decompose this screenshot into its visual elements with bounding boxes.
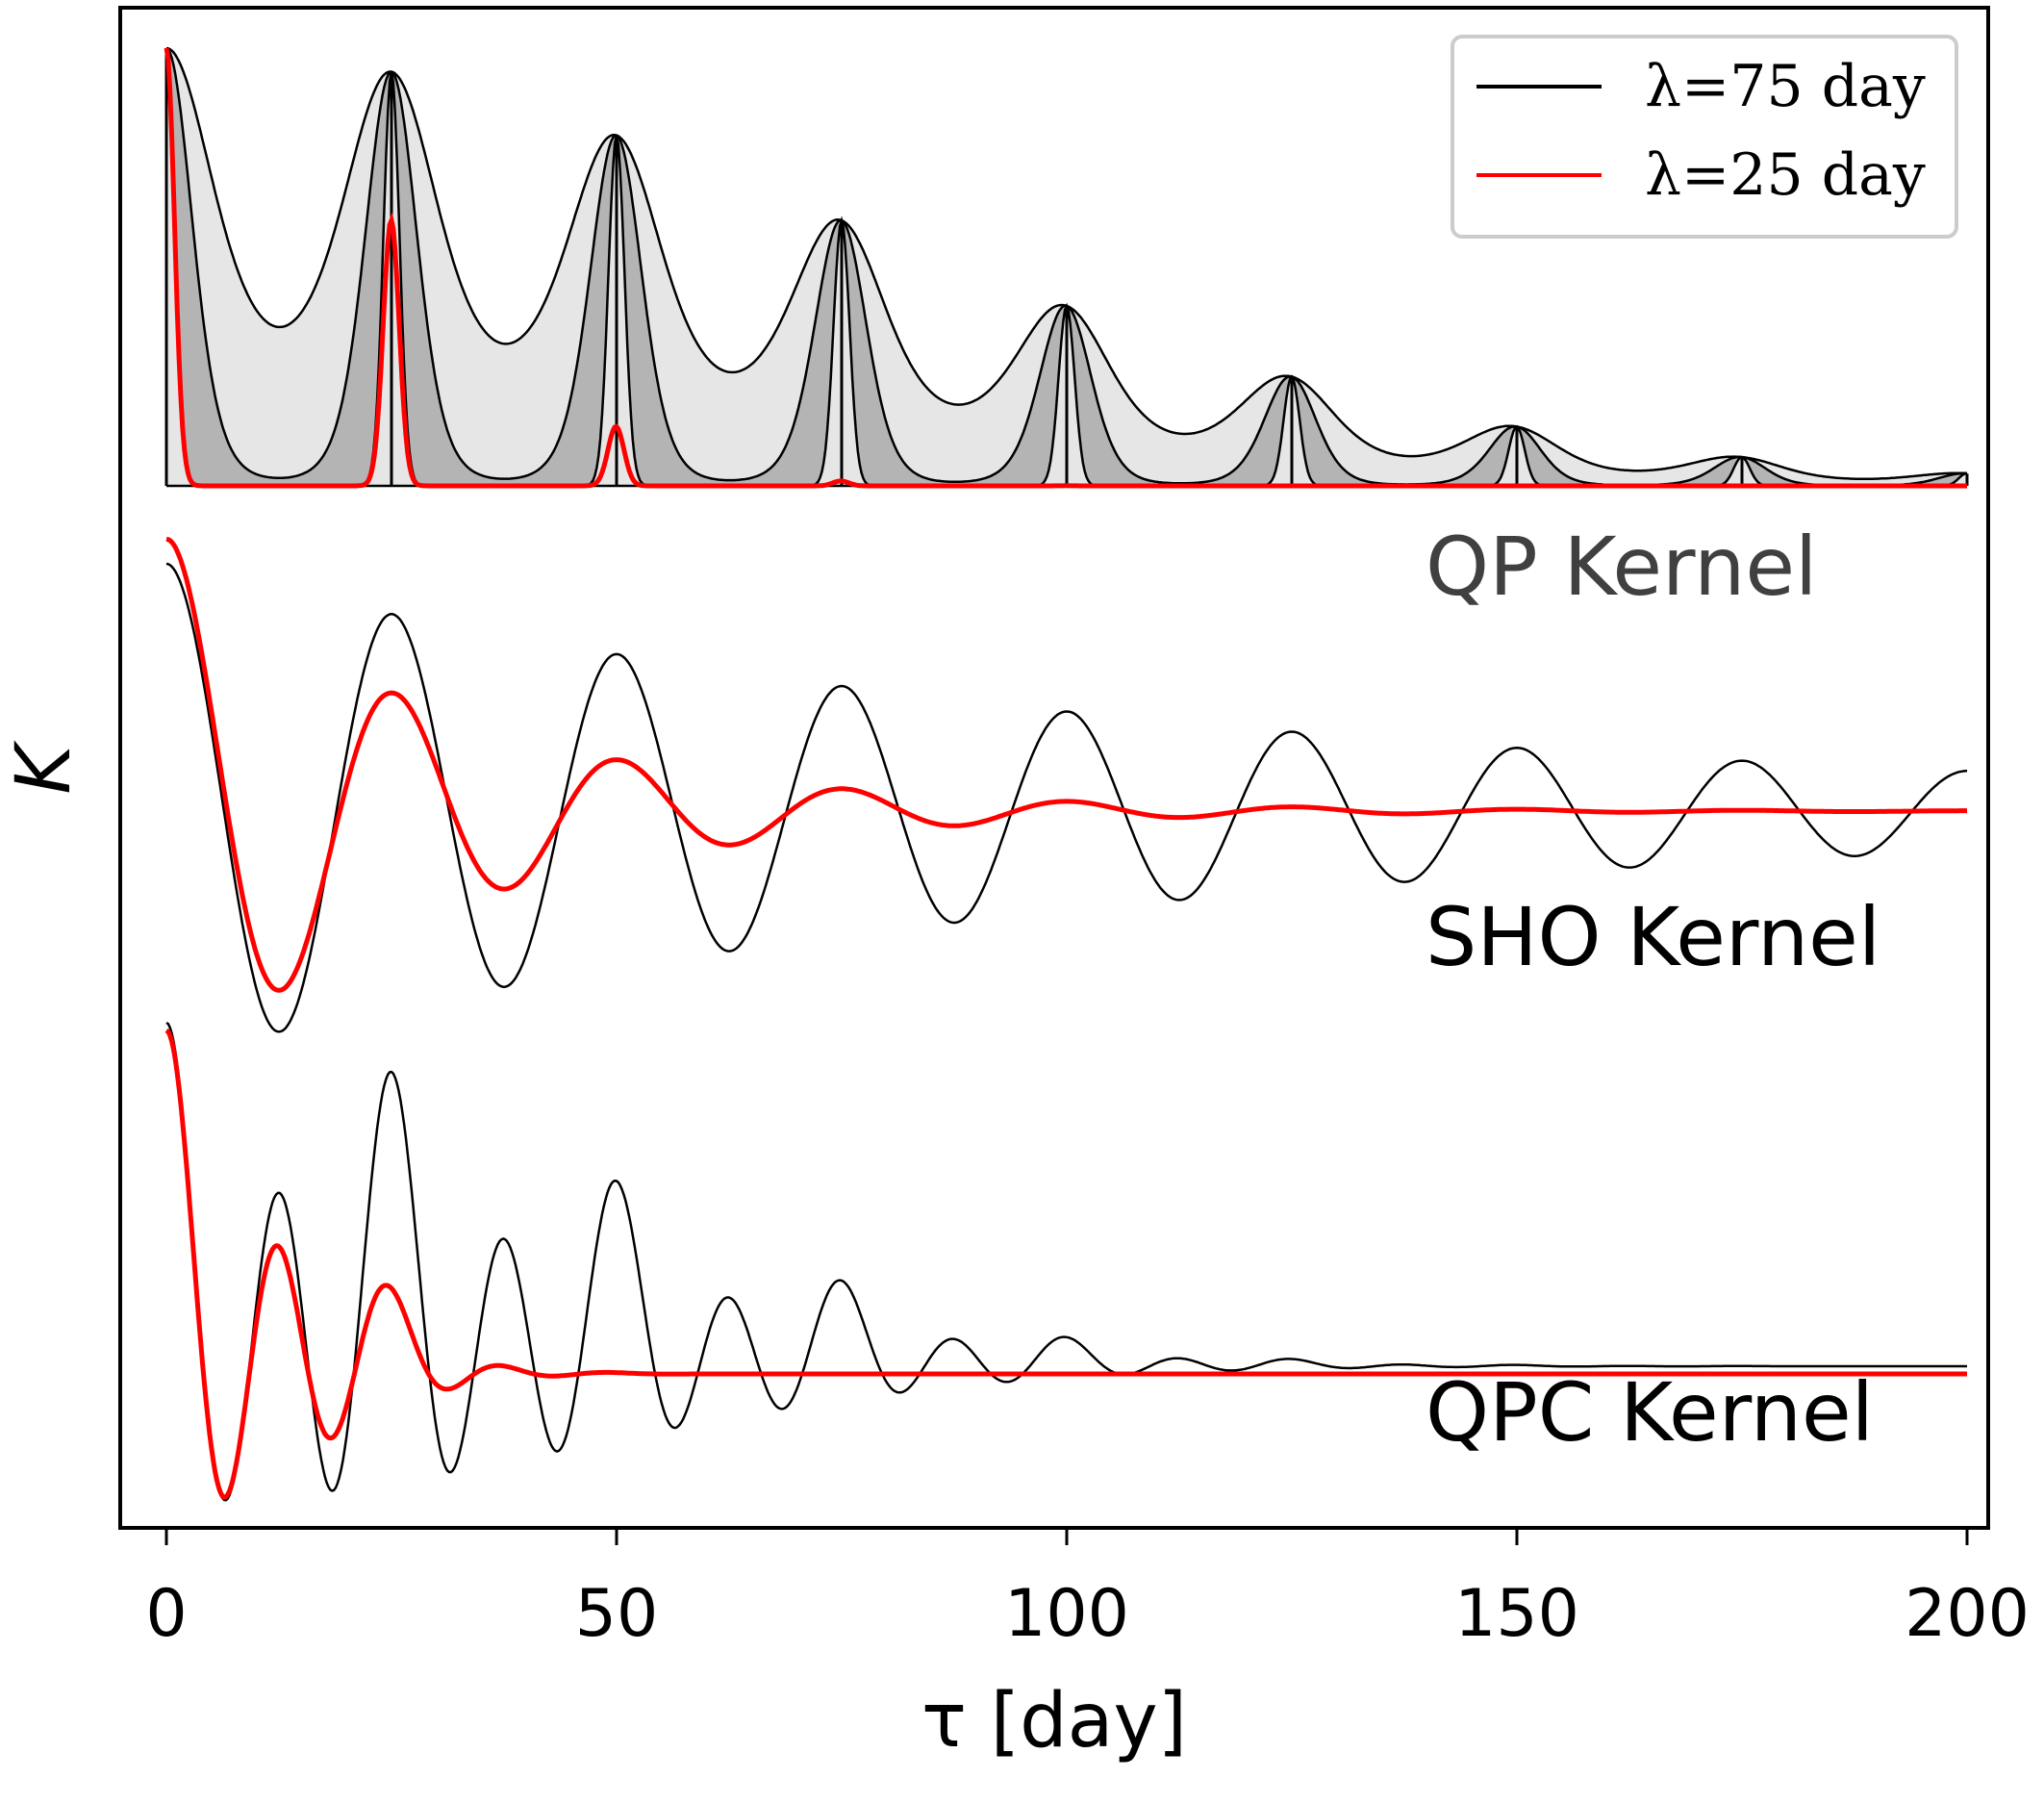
y-axis-label: K bbox=[1, 740, 88, 795]
x-axis: 0 50 100 150 200 bbox=[145, 1528, 2030, 1652]
sho-series-lambda25 bbox=[165, 536, 1967, 993]
sho-kernel-label: SHO Kernel bbox=[1426, 890, 1880, 984]
qpc-series-lambda75 bbox=[165, 1021, 1967, 1502]
qpc-series-lambda25 bbox=[164, 1028, 1967, 1500]
x-tick-label-0: 0 bbox=[145, 1576, 187, 1652]
x-tick-label-2: 100 bbox=[1004, 1576, 1129, 1652]
qp-series-lambda25 bbox=[164, 47, 1967, 489]
x-tick-label-3: 150 bbox=[1454, 1576, 1579, 1652]
x-tick-label-1: 50 bbox=[575, 1576, 659, 1652]
sho-panel bbox=[165, 536, 1967, 1033]
plot-frame bbox=[118, 6, 1990, 1530]
legend: λ=75 day λ=25 day bbox=[1451, 35, 1958, 239]
legend-label-lambda75: λ=75 day bbox=[1645, 53, 1926, 120]
x-axis-label: τ [day] bbox=[921, 1678, 1187, 1765]
qpc-kernel-label: QPC Kernel bbox=[1426, 1365, 1874, 1460]
x-tick-label-4: 200 bbox=[1905, 1576, 2030, 1652]
qp-kernel-label: QP Kernel bbox=[1426, 520, 1817, 614]
legend-label-lambda25: λ=25 day bbox=[1645, 141, 1926, 209]
sho-series-lambda75 bbox=[165, 562, 1967, 1033]
qp-panel bbox=[164, 46, 1969, 489]
qpc-panel bbox=[164, 1021, 1967, 1502]
